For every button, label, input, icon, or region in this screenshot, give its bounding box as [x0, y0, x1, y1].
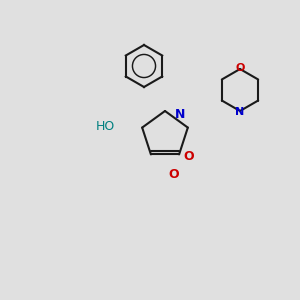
- Text: N: N: [175, 107, 185, 121]
- Text: N: N: [236, 106, 244, 117]
- Text: O: O: [169, 167, 179, 181]
- Text: O: O: [235, 63, 245, 74]
- Text: HO: HO: [95, 119, 115, 133]
- Text: O: O: [184, 149, 194, 163]
